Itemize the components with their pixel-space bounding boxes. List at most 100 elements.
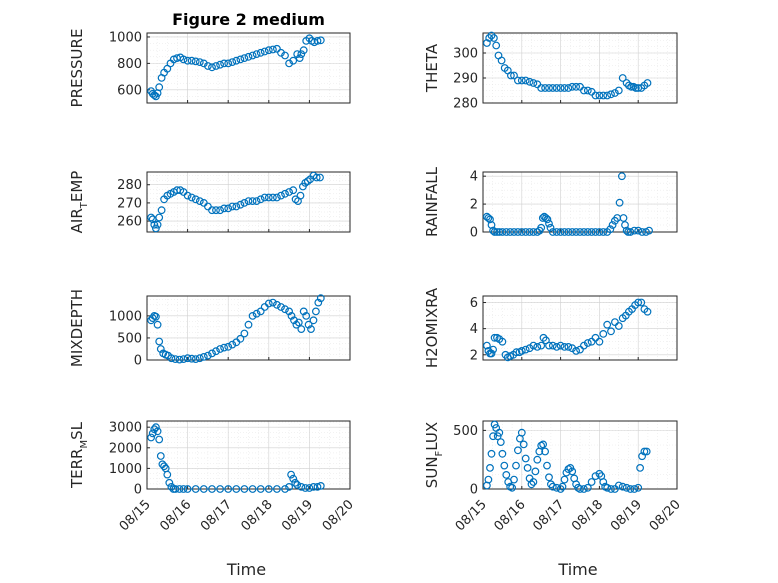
panel-7-point bbox=[545, 473, 553, 482]
panel-0-point bbox=[256, 48, 265, 57]
panel-6-point bbox=[281, 485, 289, 493]
panel-2-point bbox=[252, 197, 261, 206]
panel-5-point bbox=[521, 345, 530, 354]
panel-7-point bbox=[510, 475, 518, 484]
panel-6-point bbox=[151, 423, 160, 432]
panel-3-point bbox=[502, 228, 511, 236]
panel-4-point bbox=[312, 307, 320, 316]
panel-7-point bbox=[640, 447, 649, 456]
panel-7-xtick-label: 08/15 bbox=[453, 497, 490, 534]
panel-7-point bbox=[495, 428, 504, 437]
panel-1-point bbox=[599, 91, 608, 100]
panel-4-point bbox=[228, 340, 237, 349]
panel-1-point bbox=[591, 91, 600, 100]
panel-4-point bbox=[264, 299, 273, 308]
panel-6-point bbox=[163, 470, 172, 479]
panel-1-point bbox=[545, 84, 553, 92]
panel-5-point bbox=[489, 345, 498, 354]
panel-0-point bbox=[289, 56, 298, 65]
panel-3-point bbox=[583, 228, 592, 236]
panel-2-point bbox=[296, 191, 305, 200]
panel-7-point bbox=[630, 485, 639, 493]
panel-4-ytick-label: 500 bbox=[117, 331, 142, 346]
panel-1-ytick-label: 290 bbox=[453, 72, 478, 87]
panel-3-point bbox=[634, 226, 643, 235]
panel-3-point bbox=[621, 221, 629, 229]
panel-4-point bbox=[183, 354, 192, 363]
panel-5-point bbox=[556, 341, 565, 350]
panel-1-point bbox=[537, 84, 546, 92]
panel-7-point bbox=[487, 449, 496, 458]
panel-0-point bbox=[316, 36, 325, 45]
panel-7-point bbox=[583, 483, 592, 492]
panel-3-ytick-label: 2 bbox=[470, 198, 478, 213]
panel-1-axes bbox=[482, 32, 678, 104]
panel-7-point bbox=[541, 447, 549, 456]
panel-1-point bbox=[517, 76, 526, 85]
panel-0-point bbox=[299, 46, 308, 55]
panel-7-point bbox=[519, 440, 528, 449]
panel-3-point bbox=[626, 228, 635, 236]
panel-1-point bbox=[622, 79, 631, 87]
panel-1-point bbox=[614, 86, 623, 95]
panel-4-ytick-label: 1000 bbox=[109, 309, 142, 324]
panel-1-point bbox=[510, 71, 518, 80]
panel-4-point bbox=[156, 345, 165, 353]
panel-3-point bbox=[619, 214, 628, 222]
panel-7-point bbox=[531, 467, 540, 476]
panel-4-point bbox=[287, 312, 296, 320]
panel-7-xlabel: Time bbox=[557, 560, 597, 579]
panel-6-xtick-label: 08/18 bbox=[239, 497, 276, 534]
panel-0-point bbox=[252, 50, 261, 58]
panel-0-point bbox=[236, 55, 245, 64]
panel-5-point bbox=[529, 341, 538, 350]
panel-5-point bbox=[512, 348, 521, 357]
panel-5-ytick-label: 6 bbox=[470, 296, 478, 311]
panel-4-point bbox=[244, 320, 253, 329]
panel-6-ytick-label: 3000 bbox=[109, 421, 142, 436]
panel-2-point bbox=[240, 198, 249, 207]
panel-4-point bbox=[316, 294, 325, 303]
panel-3-point bbox=[498, 228, 507, 236]
panel-0-point bbox=[264, 46, 273, 55]
panel-6-point bbox=[183, 485, 192, 493]
panel-0-point bbox=[248, 51, 257, 60]
panel-6-point bbox=[148, 429, 157, 438]
panel-6-xtick-label: 08/20 bbox=[320, 497, 357, 534]
panel-4-point bbox=[248, 312, 257, 320]
panel-3-point bbox=[545, 219, 553, 228]
panel-3-point bbox=[521, 228, 530, 236]
panel-4-point bbox=[203, 351, 212, 360]
panel-1-point bbox=[568, 82, 577, 91]
panel-5-point bbox=[560, 343, 569, 351]
panel-5-point bbox=[517, 347, 526, 355]
panel-3-point bbox=[591, 228, 600, 236]
panel-6-point bbox=[256, 485, 265, 493]
panel-2: 260 270 280 AIRTEMP bbox=[68, 171, 351, 234]
panel-6-point bbox=[248, 485, 257, 493]
panel-1-point bbox=[560, 84, 569, 92]
panel-3-point bbox=[486, 215, 494, 224]
panel-7-point bbox=[496, 438, 505, 447]
panel-7-xtick-label: 08/18 bbox=[569, 497, 606, 534]
panel-2-point bbox=[316, 173, 324, 182]
panel-3-ytick-label: 4 bbox=[470, 170, 478, 185]
panel-7-point bbox=[508, 483, 516, 492]
panel-2-point bbox=[208, 206, 216, 215]
panel-4-point bbox=[240, 329, 249, 338]
panel-1-point bbox=[552, 84, 561, 92]
panel-2-ylabel: AIRTEMP bbox=[68, 171, 90, 234]
panel-5-point bbox=[595, 337, 604, 346]
panel-6-point bbox=[156, 452, 165, 460]
panel-1-point bbox=[529, 79, 538, 87]
panel-7-point bbox=[521, 454, 530, 463]
panel-2-point bbox=[232, 202, 241, 211]
panel-7-point bbox=[484, 475, 493, 484]
panel-1-point bbox=[487, 31, 496, 40]
panel-0-point bbox=[313, 37, 322, 45]
panel-1-point bbox=[564, 84, 573, 92]
panel-6-point bbox=[199, 485, 208, 493]
panel-1-point bbox=[611, 89, 619, 97]
panel-0-point bbox=[295, 54, 304, 62]
